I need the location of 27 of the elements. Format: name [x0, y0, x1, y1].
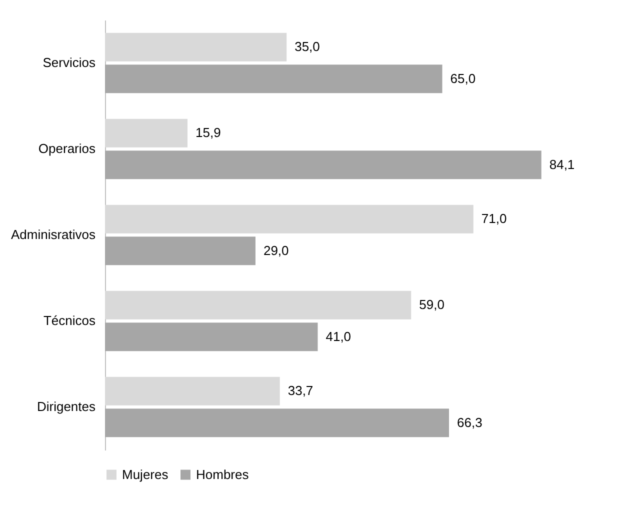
bar [105, 322, 318, 352]
data-label: 33,7 [288, 383, 314, 398]
bar [105, 150, 542, 180]
legend-label: Hombres [196, 466, 250, 482]
data-label: 29,0 [263, 242, 289, 258]
bar [105, 236, 256, 266]
y-tick-label: Adminisrativos [10, 227, 96, 242]
data-label: 35,0 [294, 39, 320, 54]
legend-label: Mujeres [122, 466, 169, 482]
data-label: 84,1 [549, 156, 575, 172]
bar [105, 32, 287, 62]
bar [105, 376, 280, 406]
data-label: 15,9 [196, 125, 221, 140]
bar [105, 204, 474, 234]
data-label: 71,0 [481, 211, 507, 226]
bar [105, 118, 188, 148]
data-label: 66,3 [457, 414, 482, 430]
bar [105, 64, 442, 94]
y-tick-label: Dirigentes [36, 399, 96, 414]
y-tick-label: Servicios [42, 55, 96, 70]
y-tick-label: Operarios [38, 141, 96, 156]
y-tick-label: Técnicos [43, 313, 96, 328]
bar [105, 290, 412, 320]
bar [105, 408, 450, 438]
data-label: 59,0 [419, 297, 444, 312]
data-label: 41,0 [326, 328, 352, 344]
data-label: 65,0 [450, 70, 476, 86]
